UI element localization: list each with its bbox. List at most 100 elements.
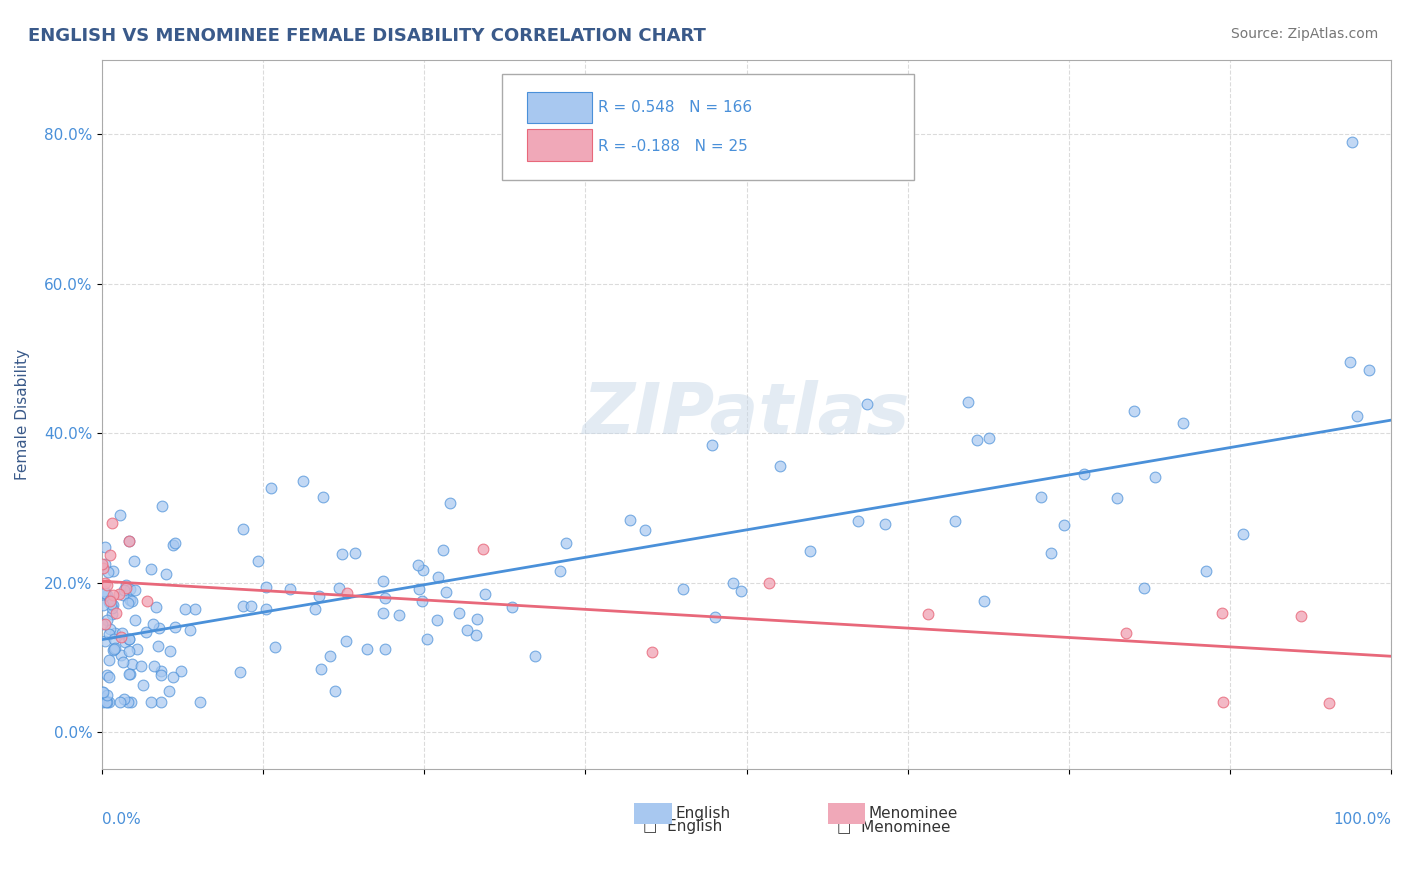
Point: [122, 554, 145, 568]
Point: [97, 695, 120, 709]
Text: ZIPatlas: ZIPatlas: [583, 380, 910, 449]
Point: [856, 397, 879, 411]
Point: [149, 664, 172, 678]
Point: [634, 523, 657, 537]
Point: [548, 564, 571, 578]
Point: [232, 523, 254, 537]
Point: [98, 653, 121, 667]
Point: [799, 543, 821, 558]
Point: [977, 431, 1000, 445]
Text: □  Menominee: □ Menominee: [837, 819, 950, 834]
Point: [323, 684, 346, 698]
Point: [101, 564, 124, 578]
Point: [103, 632, 125, 647]
Point: [672, 582, 695, 597]
Point: [111, 588, 134, 602]
Point: [1133, 581, 1156, 595]
Point: [94, 575, 117, 590]
Point: [371, 606, 394, 620]
Point: [103, 588, 125, 602]
Text: Source: ZipAtlas.com: Source: ZipAtlas.com: [1230, 27, 1378, 41]
Point: [426, 613, 449, 627]
Point: [184, 602, 207, 616]
Point: [129, 659, 152, 673]
Point: [703, 610, 725, 624]
Point: [141, 695, 163, 709]
Point: [98, 595, 121, 609]
Point: [127, 642, 149, 657]
Point: [311, 490, 333, 504]
Point: [93, 557, 115, 571]
Point: [96, 668, 118, 682]
Text: English: English: [676, 805, 731, 821]
FancyBboxPatch shape: [502, 74, 914, 180]
Point: [328, 581, 350, 595]
Point: [1232, 527, 1254, 541]
Point: [142, 659, 165, 673]
Point: [179, 624, 201, 638]
Point: [524, 648, 547, 663]
Point: [758, 575, 780, 590]
Point: [96, 695, 118, 709]
Point: [91, 560, 114, 574]
Point: [96, 588, 118, 602]
Point: [98, 593, 121, 607]
Point: [110, 630, 132, 644]
Point: [97, 627, 120, 641]
Point: [229, 665, 252, 679]
Point: [465, 628, 488, 642]
Point: [121, 657, 143, 671]
Text: 0.0%: 0.0%: [103, 812, 141, 827]
Point: [108, 587, 131, 601]
Point: [263, 640, 285, 654]
Point: [98, 622, 121, 636]
Point: [91, 598, 114, 612]
Point: [1317, 697, 1340, 711]
Point: [148, 621, 170, 635]
Point: [1115, 626, 1137, 640]
Point: [1039, 546, 1062, 560]
Point: [412, 563, 434, 577]
Point: [148, 640, 170, 654]
Point: [120, 593, 142, 607]
Point: [1105, 491, 1128, 505]
Point: [456, 624, 478, 638]
Point: [117, 666, 139, 681]
Point: [118, 534, 141, 549]
Point: [91, 616, 114, 631]
Point: [98, 670, 121, 684]
Point: [91, 684, 114, 698]
Point: [117, 596, 139, 610]
Point: [94, 634, 117, 648]
Point: [150, 499, 173, 513]
Point: [330, 547, 353, 561]
Point: [100, 597, 122, 611]
Point: [108, 695, 131, 709]
Point: [1346, 409, 1368, 423]
Point: [96, 688, 118, 702]
Point: [115, 578, 138, 592]
Point: [432, 542, 454, 557]
Point: [254, 580, 277, 594]
Point: [114, 581, 136, 595]
Point: [157, 684, 180, 698]
Point: [1341, 135, 1364, 149]
Point: [335, 634, 357, 648]
Point: [356, 641, 378, 656]
Point: [114, 635, 136, 649]
Point: [406, 558, 429, 572]
Point: [254, 601, 277, 615]
Text: □  English: □ English: [644, 819, 723, 834]
FancyBboxPatch shape: [634, 804, 672, 824]
Point: [170, 664, 193, 678]
Point: [101, 607, 124, 622]
Point: [121, 594, 143, 608]
Point: [163, 620, 186, 634]
Point: [162, 670, 184, 684]
Point: [1339, 354, 1361, 368]
Point: [554, 536, 576, 550]
Point: [132, 678, 155, 692]
Text: 100.0%: 100.0%: [1333, 812, 1391, 827]
Point: [1289, 608, 1312, 623]
Point: [973, 594, 995, 608]
